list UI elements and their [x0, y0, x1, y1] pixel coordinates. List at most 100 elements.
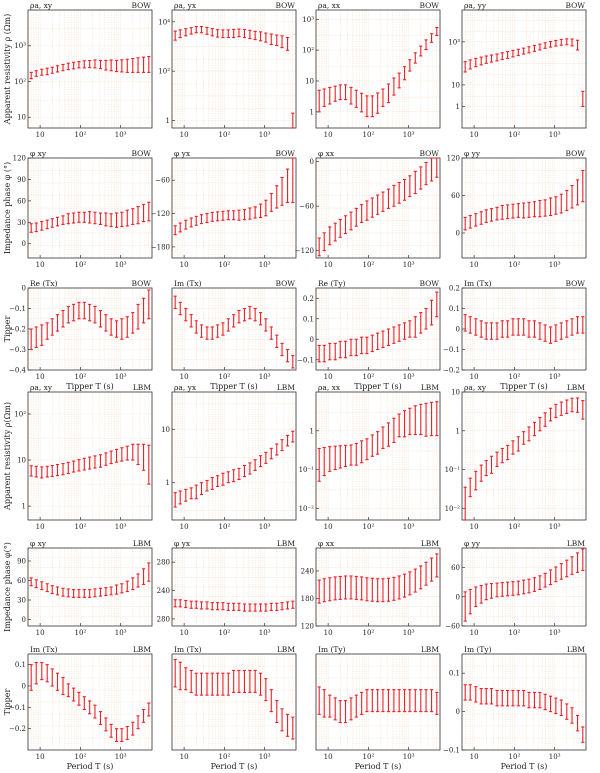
- data-point-errorbar: [136, 57, 140, 73]
- data-point-errorbar: [495, 53, 499, 62]
- y-tick-label: 90: [17, 176, 26, 184]
- data-point-errorbar: [360, 440, 364, 464]
- data-point-errorbar: [532, 320, 537, 338]
- data-point-errorbar: [285, 36, 290, 51]
- x-tick-label: 10²: [219, 131, 231, 139]
- panel-r3-c1: ρa, yx LBM 10 10² 10³ 1 10: [161, 383, 297, 531]
- panel-title: ρa, xy: [30, 383, 53, 392]
- data-point-errorbar: [543, 693, 547, 711]
- y-tick-label: 30: [17, 219, 26, 227]
- data-point-errorbar: [500, 582, 504, 597]
- data-point-errorbar: [199, 482, 204, 496]
- data-point-errorbar: [210, 211, 214, 222]
- data-point-errorbar: [269, 326, 273, 340]
- data-point-errorbar: [349, 86, 353, 105]
- data-point-errorbar: [402, 178, 407, 201]
- y-tick-label: 10³: [302, 16, 314, 24]
- data-point-errorbar: [210, 28, 214, 37]
- data-point-errorbar: [548, 197, 553, 217]
- data-point-errorbar: [34, 70, 38, 77]
- y-tick-label: −0.1: [443, 747, 460, 755]
- data-point-errorbar: [548, 569, 553, 586]
- data-point-errorbar: [381, 426, 385, 450]
- data-point-errorbar: [55, 463, 60, 477]
- y-tick-label: 1: [456, 427, 460, 435]
- data-point-errorbar: [570, 707, 574, 724]
- data-point-errorbar: [184, 667, 188, 691]
- data-point-errorbar: [370, 334, 374, 353]
- data-point-errorbar: [468, 588, 472, 615]
- data-point-errorbar: [88, 700, 92, 715]
- data-point-errorbar: [248, 305, 252, 320]
- data-point-errorbar: [575, 714, 580, 732]
- x-tick-label: 10²: [219, 523, 231, 531]
- data-point-errorbar: [93, 59, 97, 69]
- data-point-errorbar: [199, 26, 204, 34]
- data-point-errorbar: [548, 695, 553, 713]
- data-point-errorbar: [397, 413, 401, 438]
- y-tick-label: 0.1: [449, 670, 460, 678]
- data-point-errorbar: [50, 464, 54, 478]
- y-tick-label: 1: [166, 117, 170, 125]
- data-point-errorbar: [248, 603, 252, 612]
- panel-frame: [171, 287, 297, 371]
- data-point-errorbar: [109, 59, 113, 72]
- data-point-errorbar: [322, 689, 326, 718]
- y-tick-label: 1: [310, 427, 314, 435]
- data-point-errorbar: [216, 602, 220, 611]
- data-point-errorbar: [40, 581, 44, 591]
- data-point-errorbar: [66, 683, 70, 698]
- panel-r0-c2: ρa, xx BOW 10 10² 10³ 1 10 10² 10³: [302, 1, 441, 139]
- row-ylabel: Impedance phase φ(°): [3, 542, 12, 632]
- data-point-errorbar: [479, 320, 483, 338]
- data-point-errorbar: [392, 77, 396, 96]
- data-point-errorbar: [141, 203, 146, 223]
- data-point-errorbar: [381, 88, 385, 107]
- data-point-errorbar: [125, 445, 129, 461]
- x-tick-label: 10²: [363, 523, 375, 531]
- data-point-errorbar: [77, 301, 81, 320]
- data-point-errorbar: [489, 583, 494, 599]
- panel-title: ρa, xx: [318, 1, 341, 10]
- y-tick-label: −60: [445, 623, 460, 631]
- data-point-errorbar: [429, 299, 434, 326]
- data-point-errorbar: [131, 312, 135, 334]
- y-tick-label: 10: [17, 457, 26, 465]
- data-point-errorbar: [386, 83, 391, 104]
- data-point-errorbar: [104, 59, 108, 71]
- panel-frame: [315, 287, 441, 371]
- data-point-errorbar: [210, 602, 214, 611]
- data-point-errorbar: [147, 201, 151, 222]
- data-point-errorbar: [354, 207, 358, 227]
- data-point-errorbar: [55, 314, 60, 332]
- data-point-errorbar: [184, 488, 188, 502]
- panel-frame: [171, 157, 297, 259]
- data-point-errorbar: [29, 465, 33, 477]
- data-point-errorbar: [397, 181, 401, 204]
- data-point-errorbar: [522, 47, 526, 55]
- data-point-errorbar: [136, 206, 140, 225]
- x-tick-label: 10: [324, 629, 333, 637]
- y-tick-label: 0: [22, 285, 26, 293]
- data-point-errorbar: [511, 689, 515, 707]
- data-point-errorbar: [45, 583, 49, 593]
- data-point-errorbar: [136, 715, 140, 730]
- data-point-errorbar: [413, 405, 417, 436]
- panel-r4-c0: φ xy LBM 10 10² 10³ 0 30 60 90: [17, 539, 153, 637]
- data-point-errorbar: [88, 211, 92, 224]
- data-point-errorbar: [264, 603, 268, 612]
- data-point-errorbar: [489, 455, 494, 474]
- data-point-errorbar: [232, 469, 236, 483]
- data-point-errorbar: [516, 580, 520, 596]
- data-point-errorbar: [120, 728, 124, 743]
- data-point-errorbar: [370, 577, 374, 602]
- data-point-errorbar: [173, 30, 177, 41]
- data-point-errorbar: [258, 31, 263, 42]
- panel-r2-c3: Im (Tx) BOW 10 10² 10³ −0.2 −0.1 0 0.1 0.2 Tipper …: [443, 279, 587, 391]
- data-point-errorbar: [291, 112, 295, 129]
- data-point-errorbar: [125, 58, 129, 73]
- data-point-errorbar: [424, 402, 428, 437]
- data-point-errorbar: [50, 585, 54, 595]
- y-tick-label: 10: [451, 81, 460, 89]
